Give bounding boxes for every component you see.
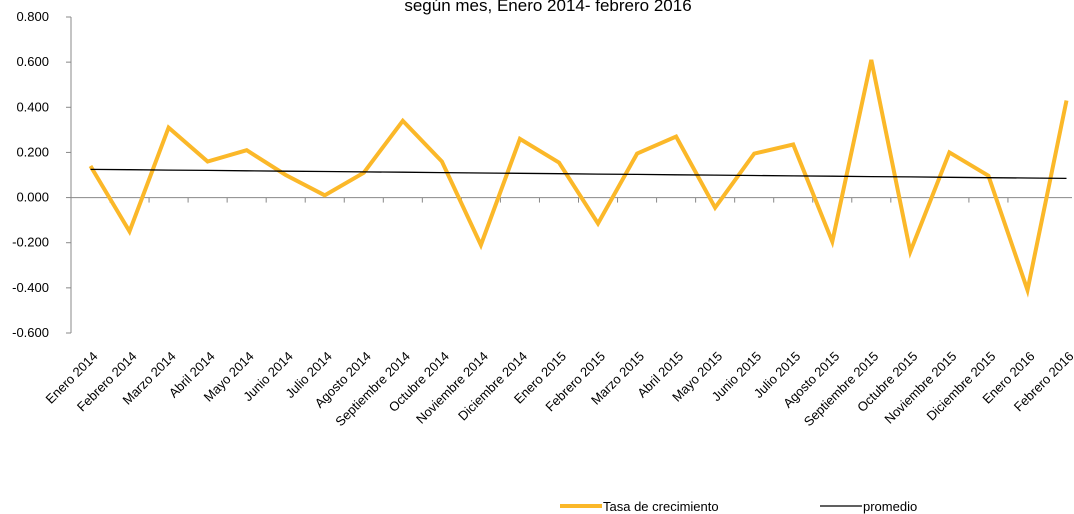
- series-line: [88, 59, 1069, 298]
- series-line: [90, 168, 1067, 180]
- y-tick-label: 0.800: [16, 9, 49, 24]
- y-tick-label: 0.000: [16, 190, 49, 205]
- y-tick-label: -0.200: [12, 235, 49, 250]
- chart-title: según mes, Enero 2014- febrero 2016: [404, 0, 691, 15]
- x-tick-label: Diciembre 2015: [924, 349, 999, 424]
- y-tick-label: -0.600: [12, 325, 49, 340]
- legend-label: Tasa de crecimiento: [603, 499, 719, 514]
- legend-label: promedio: [863, 499, 917, 514]
- y-tick-label: -0.400: [12, 280, 49, 295]
- y-tick-label: 0.600: [16, 54, 49, 69]
- y-tick-label: 0.200: [16, 144, 49, 159]
- x-tick-label: Diciembre 2014: [455, 349, 530, 424]
- y-tick-label: 0.400: [16, 99, 49, 114]
